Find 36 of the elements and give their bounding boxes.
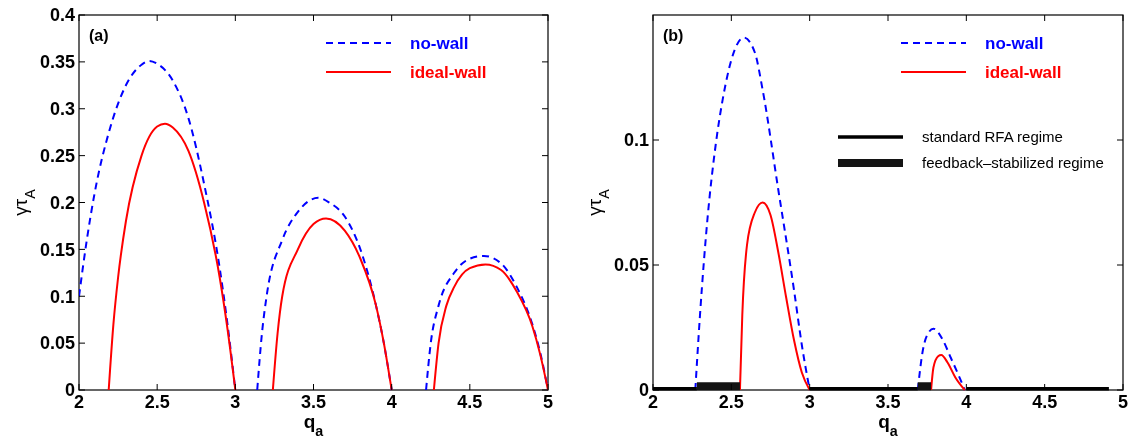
x-tick-label: 3.5 [300, 392, 327, 412]
y-tick-label: 0.05 [39, 333, 75, 354]
y-tick-label: 0 [638, 380, 649, 401]
legend-label: ideal-wall [410, 62, 487, 82]
y-tick-label: 0 [64, 380, 75, 401]
x-tick-label: 3 [804, 392, 815, 412]
y-tick-label: 0.25 [39, 145, 75, 166]
y-tick-label: 0.2 [49, 192, 75, 213]
x-tick-label: 3 [230, 392, 241, 412]
legend-label: standard RFA regime [922, 128, 1063, 146]
legend-label: ideal-wall [985, 62, 1062, 82]
x-tick-label: 2.5 [718, 392, 744, 412]
x-tick-label: 4 [961, 392, 972, 412]
x-axis-title: q$_{a}$ [303, 411, 325, 439]
legend-label: no-wall [410, 33, 469, 53]
y-tick-label: 0.1 [623, 130, 649, 151]
x-tick-label: 2.5 [144, 392, 170, 412]
x-tick-label: 4.5 [457, 392, 483, 412]
legend-label: feedback–stabilized regime [922, 154, 1104, 172]
y-tick-label: 0.05 [613, 255, 649, 276]
x-tick-label: 5 [1117, 392, 1129, 412]
x-tick-label: 2 [73, 392, 85, 412]
annotation: (b) [663, 27, 684, 44]
annotation: (a) [89, 27, 109, 44]
y-tick-label: 0.35 [39, 52, 75, 73]
x-tick-label: 4 [386, 392, 397, 412]
legend-label: no-wall [985, 33, 1044, 53]
y-tick-label: 0.15 [39, 239, 75, 260]
x-tick-label: 3.5 [875, 392, 901, 412]
x-tick-label: 4.5 [1032, 392, 1058, 412]
y-tick-label: 0.3 [49, 99, 75, 120]
x-axis-title: q$_{a}$ [878, 411, 899, 439]
x-tick-label: 2 [647, 392, 659, 412]
y-tick-label: 0.4 [49, 5, 75, 26]
y-tick-label: 0.1 [49, 286, 75, 307]
x-tick-label: 5 [542, 392, 554, 412]
